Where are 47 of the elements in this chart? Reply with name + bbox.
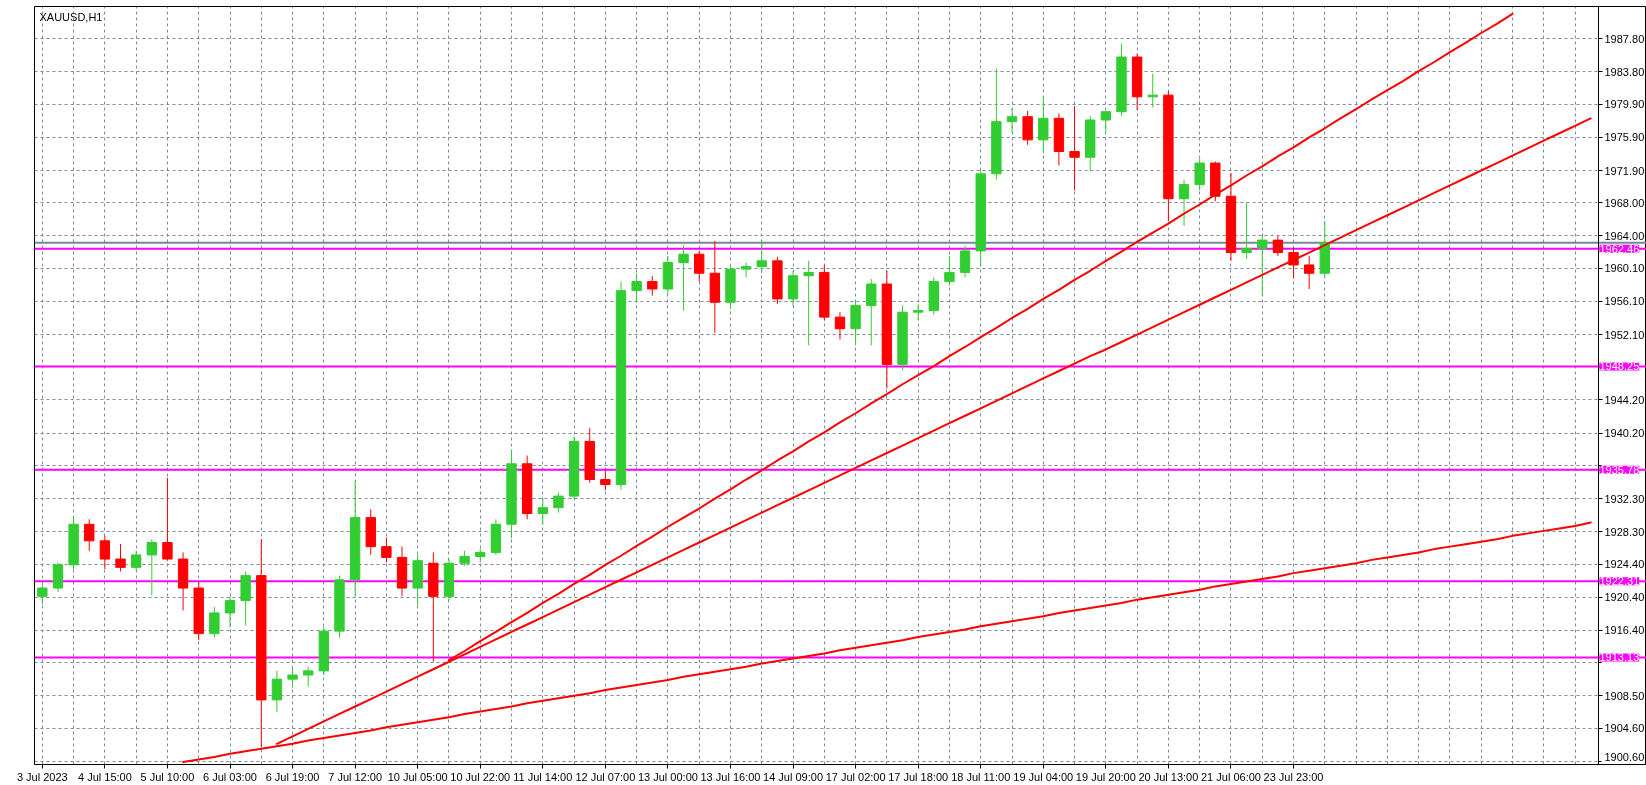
x-tick-label: 19 Jul 04:00 [1013,770,1074,783]
x-tick-label: 5 Jul 10:00 [140,770,195,783]
x-tick-label: 10 Jul 05:00 [387,770,448,783]
ref-line-label: 1948.25 [1599,360,1640,373]
y-tick-label: 1952.10 [1604,328,1645,341]
y-tick-label: 1979.90 [1604,98,1645,111]
x-tick-label: 6 Jul 03:00 [203,770,257,783]
x-tick-label: 10 Jul 22:00 [450,770,511,783]
ref-line-label: 1935.78 [1599,463,1640,476]
y-tick-label: 1904.60 [1604,722,1645,735]
y-tick-label: 1908.50 [1604,689,1645,702]
x-tick-label: 13 Jul 00:00 [637,770,698,783]
x-tick-label: 21 Jul 06:00 [1200,770,1261,783]
y-tick-label: 1932.30 [1604,492,1645,505]
y-tick-label: 1960.10 [1604,262,1645,275]
x-tick-label: 6 Jul 19:00 [265,770,320,783]
y-tick-label: 1944.20 [1604,394,1645,406]
x-tick-label: 11 Jul 14:00 [513,770,573,783]
x-tick-label: 23 Jul 23:00 [1263,770,1324,783]
y-tick-label: 1900.60 [1604,751,1645,764]
x-tick-label: 12 Jul 07:00 [575,770,636,783]
ref-line-label: 1913.13 [1599,651,1640,664]
y-tick-label: 1983.80 [1604,65,1645,78]
x-tick-label: 20 Jul 13:00 [1138,770,1199,783]
x-tick-label: 14 Jul 09:00 [763,770,824,783]
y-tick-label: 1987.80 [1604,32,1645,45]
y-tick-label: 1964.00 [1604,229,1645,242]
x-tick-label: 17 Jul 18:00 [888,770,949,783]
x-tick-label: 19 Jul 20:00 [1075,770,1136,783]
chart-title: XAUUSD,H1 [39,10,103,23]
y-tick-label: 1928.30 [1604,525,1645,538]
y-tick-label: 1916.40 [1604,624,1645,637]
y-tick-label: 1968.00 [1604,196,1645,209]
y-tick-label: 1956.10 [1604,295,1645,308]
y-tick-label: 1924.40 [1604,558,1645,571]
x-tick-label: 17 Jul 02:00 [825,770,886,783]
x-tick-label: 13 Jul 16:00 [700,770,761,783]
x-tick-label: 3 Jul 2023 [16,770,68,783]
x-tick-label: 18 Jul 11:00 [951,770,1011,783]
x-tick-label: 7 Jul 12:00 [328,770,383,783]
ref-line-label: 1962.46 [1599,242,1640,255]
ref-line-label: 1922.31 [1599,575,1640,588]
x-tick-label: 4 Jul 15:00 [77,770,132,783]
y-tick-label: 1975.90 [1604,131,1645,144]
y-tick-label: 1940.20 [1604,427,1645,440]
y-tick-label: 1971.90 [1604,164,1645,177]
y-tick-label: 1920.40 [1604,591,1645,604]
